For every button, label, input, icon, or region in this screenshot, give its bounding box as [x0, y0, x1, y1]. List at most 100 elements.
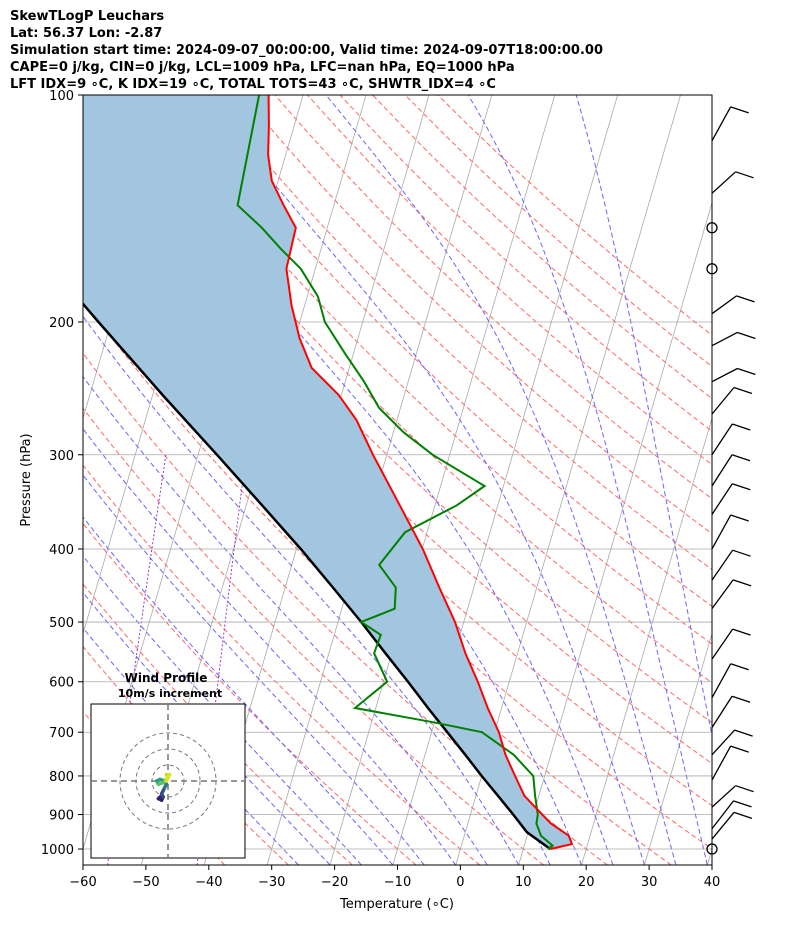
x-tick-label: −40	[195, 875, 222, 890]
dry-adiabat-line	[274, 95, 712, 500]
wind-barb-shaft	[711, 367, 738, 383]
y-tick-label: 900	[49, 809, 74, 824]
title-block: SkewTLogP Leuchars Lat: 56.37 Lon: -2.87…	[10, 8, 603, 93]
wind-barb	[711, 549, 751, 581]
wind-barb	[711, 695, 751, 728]
wind-barb-shaft	[711, 579, 734, 610]
x-tick-label: −30	[258, 875, 285, 890]
wind-barb	[711, 483, 751, 515]
isotherm-line	[581, 416, 712, 865]
wind-barb	[711, 663, 749, 699]
wind-barb-flag	[730, 106, 749, 114]
wind-barb	[711, 171, 754, 194]
wind-barb-flag	[732, 423, 751, 431]
wind-barb-flag	[731, 695, 751, 703]
wind-barb	[711, 454, 751, 487]
wind-barb-shaft	[711, 106, 732, 142]
y-axis: 1000 900 800 700 600 500 400 300 200 100	[41, 89, 83, 858]
wind-barb-flag	[730, 745, 749, 753]
wind-barb-shaft	[711, 483, 733, 515]
wind-barb	[711, 729, 753, 756]
wind-barb-shaft	[711, 745, 732, 781]
wind-barb	[711, 331, 756, 347]
wind-barb-flag	[734, 729, 753, 737]
moist-adiabat-line	[467, 95, 708, 865]
moist-adiabat-line	[83, 315, 520, 865]
moist-adiabat-line	[83, 375, 488, 865]
moist-adiabat-line	[83, 555, 362, 865]
y-tick-label: 100	[49, 89, 74, 104]
wind-barb-flag	[732, 628, 751, 636]
y-tick-label: 600	[49, 676, 74, 691]
isotherm-line	[392, 95, 619, 865]
wind-barb-shaft	[711, 785, 737, 808]
moist-adiabat-line	[83, 516, 394, 865]
wind-barb-shaft	[711, 423, 733, 456]
wind-barb-shaft	[711, 295, 737, 315]
wind-barb	[711, 423, 751, 456]
wind-barb-flag	[730, 514, 749, 522]
moist-adiabat-line	[575, 95, 712, 739]
moist-adiabat-line	[83, 428, 457, 865]
dewpoint-line	[236, 95, 555, 850]
wind-barb-flag	[732, 549, 751, 557]
wind-barb	[711, 745, 749, 781]
y-tick-label: 1000	[41, 843, 74, 858]
y-tick-label: 200	[49, 316, 74, 331]
y-tick-label: 700	[49, 726, 74, 741]
isotherm-line	[518, 201, 712, 865]
wind-barb	[711, 785, 754, 808]
hodograph-segment	[164, 776, 170, 783]
x-tick-label: −10	[384, 875, 411, 890]
moist-adiabat-line	[325, 95, 677, 865]
wind-barb-shaft	[711, 171, 737, 194]
y-axis-label: Pressure (hPa)	[19, 433, 34, 526]
x-tick-label: 20	[578, 875, 595, 890]
cape-area	[83, 95, 572, 849]
dry-adiabat-line	[209, 95, 712, 571]
y-tick-label: 400	[49, 543, 74, 558]
moist-adiabat-line	[110, 95, 614, 865]
wind-barb-flag	[737, 367, 756, 376]
x-tick-label: 0	[456, 875, 464, 890]
wind-barb-shaft	[711, 454, 733, 487]
hodograph-title: Wind Profile	[125, 671, 208, 685]
x-tick-label: 10	[515, 875, 532, 890]
hodograph: Wind Profile 10m/s increment	[90, 671, 246, 859]
x-tick-label: −20	[321, 875, 348, 890]
moist-adiabat-line	[83, 474, 425, 865]
cape-fill-area	[83, 95, 572, 849]
x-tick-label: 40	[704, 875, 721, 890]
wind-barb	[711, 579, 752, 610]
wind-barb-flag	[732, 579, 752, 587]
y-tick-label: 800	[49, 770, 74, 785]
wind-barb-calm	[706, 263, 718, 275]
wind-barb	[711, 106, 749, 142]
parcel-line	[83, 301, 552, 851]
wind-barb-shaft	[711, 628, 734, 660]
moist-adiabat-line	[83, 627, 299, 865]
wind-barb-flag	[730, 663, 749, 671]
moist-adiabat-line	[83, 591, 331, 865]
wind-barb-flag	[735, 171, 754, 179]
wind-barb-shaft	[711, 514, 732, 550]
wind-barb-calm	[706, 843, 718, 855]
x-tick-label: −60	[69, 875, 96, 890]
wind-barb	[711, 800, 752, 830]
wind-barb-shaft	[711, 812, 735, 840]
wind-barb-flag	[733, 811, 753, 820]
wind-barb-shaft	[711, 729, 736, 756]
dry-adiabat-line	[339, 95, 712, 432]
wind-barb-flag	[732, 483, 751, 491]
wind-barb	[711, 295, 755, 315]
y-tick-label: 300	[49, 449, 74, 464]
wind-barb-flag	[735, 785, 754, 793]
x-tick-label: 30	[641, 875, 658, 890]
wind-barb-flag	[737, 331, 756, 340]
x-axis-label: Temperature (∘C)	[339, 897, 454, 912]
wind-barb-flag	[736, 295, 755, 303]
wind-barb	[711, 628, 751, 660]
dry-adiabat-line	[83, 299, 672, 865]
dry-adiabat-line	[83, 522, 417, 865]
